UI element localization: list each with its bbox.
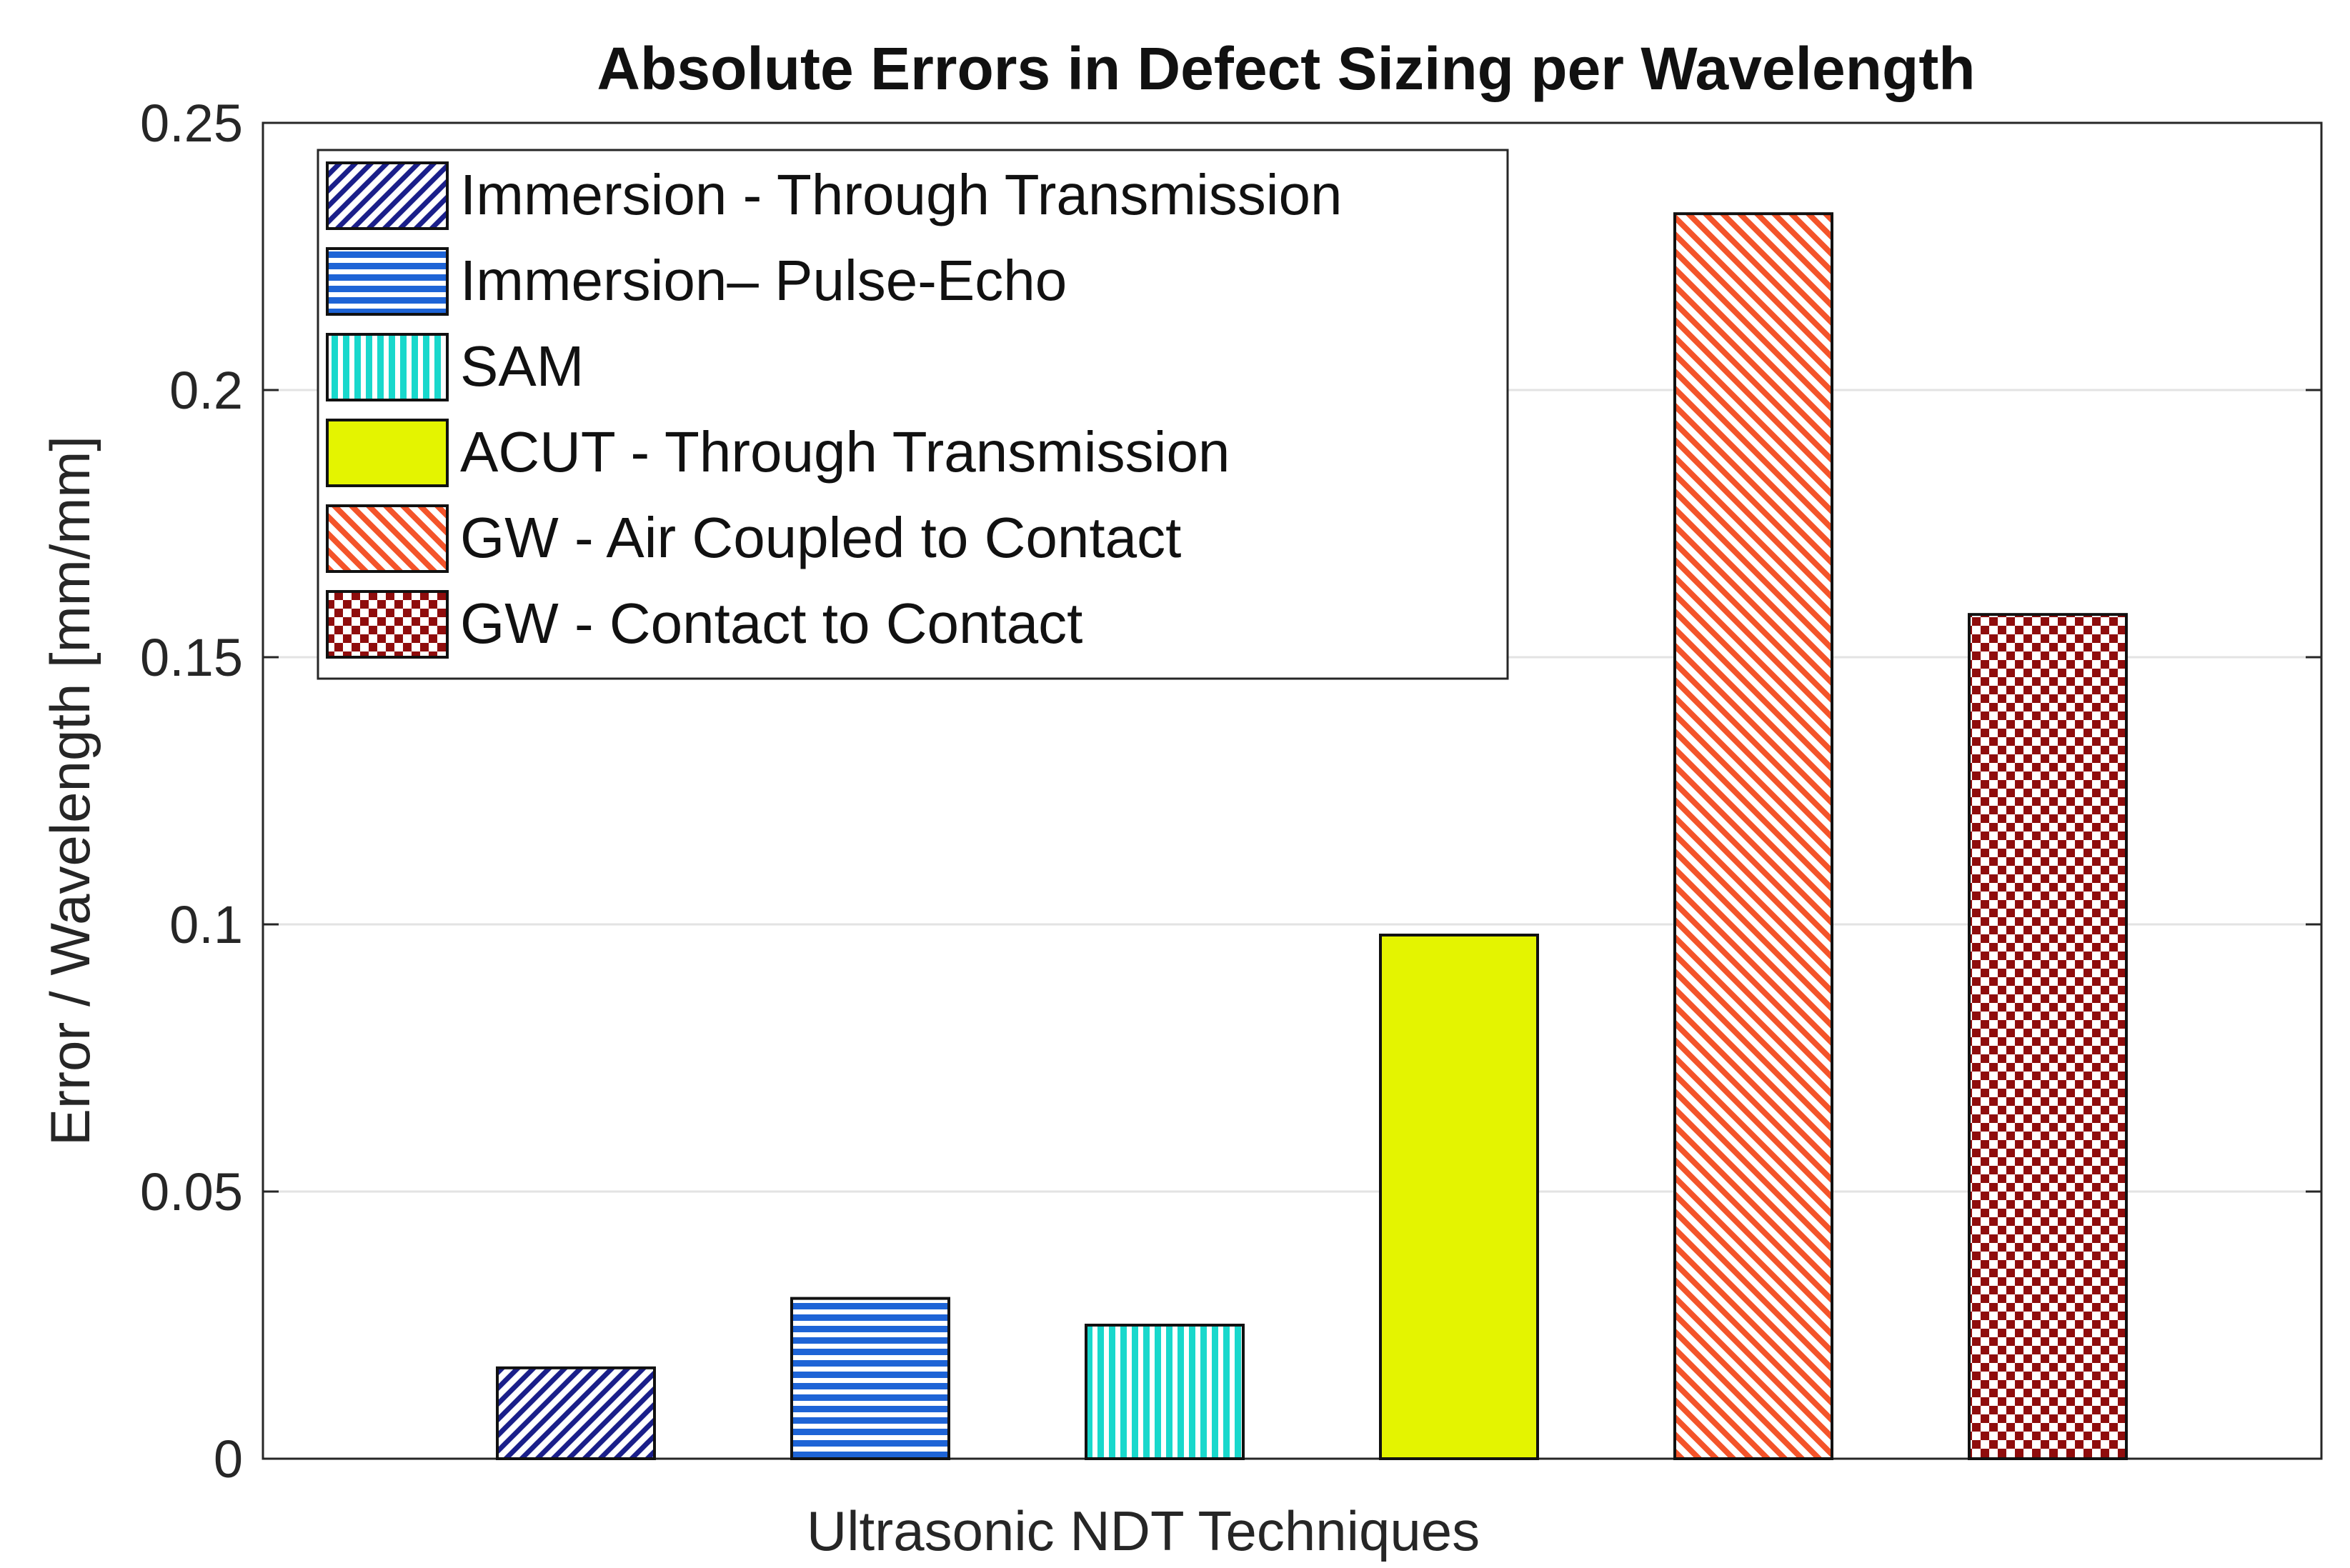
bar-6 (1968, 613, 2128, 1460)
y-tick-label: 0.05 (140, 1162, 243, 1222)
legend-swatch-2 (326, 247, 449, 316)
y-axis-label: Error / Wavelength [mm/mm] (39, 436, 101, 1146)
legend-items: Immersion - Through Transmission Immersio… (326, 161, 1343, 659)
y-tick-label: 0.25 (140, 94, 243, 153)
legend-label-3: SAM (460, 334, 584, 398)
legend-label-2: Immersion– Pulse-Echo (460, 249, 1067, 312)
y-tick-label: 0 (214, 1429, 243, 1489)
x-axis-label: Ultrasonic NDT Techniques (807, 1499, 1480, 1562)
legend-label-6: GW - Contact to Contact (460, 591, 1082, 655)
bars (496, 212, 2128, 1460)
chart-title: Absolute Errors in Defect Sizing per Wav… (597, 35, 1975, 102)
legend-swatch-1 (326, 161, 449, 230)
bar-4 (1379, 933, 1539, 1460)
legend-swatch-3 (326, 333, 449, 401)
plot-area (262, 121, 2323, 1460)
bar-1 (496, 1366, 656, 1460)
bar-3 (1085, 1324, 1245, 1460)
legend: Immersion - Through Transmission Immersio… (317, 149, 1509, 680)
legend-label-1: Immersion - Through Transmission (460, 163, 1343, 226)
bar-5 (1673, 212, 1833, 1460)
legend-label-5: GW - Air Coupled to Contact (460, 506, 1181, 569)
y-tick-label: 0.15 (140, 628, 243, 687)
legend-swatch-5 (326, 504, 449, 573)
legend-swatch-4 (326, 419, 449, 487)
bar-2 (790, 1297, 950, 1460)
legend-box (317, 149, 1509, 680)
y-tick-label: 0.2 (169, 361, 243, 420)
y-axis-ticks: 0 0.05 0.1 0.15 0.2 0.25 (140, 94, 2321, 1489)
y-tick-label: 0.1 (169, 895, 243, 954)
legend-label-4: ACUT - Through Transmission (460, 420, 1230, 484)
legend-swatch-6 (326, 590, 449, 659)
